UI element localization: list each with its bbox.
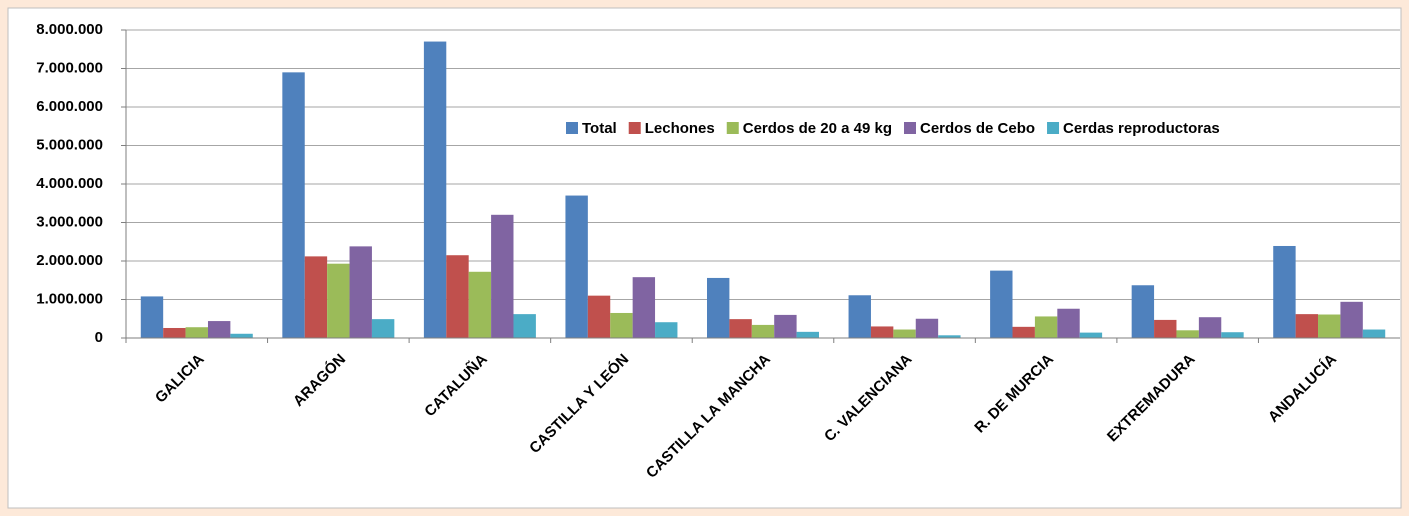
bar (848, 295, 871, 338)
bar (207, 321, 231, 338)
bar (304, 256, 328, 338)
legend-label: Total (582, 120, 617, 137)
bar (565, 195, 588, 338)
bar (491, 214, 514, 338)
bar (587, 295, 611, 338)
bar (1154, 319, 1177, 338)
legend-swatch (726, 122, 739, 134)
y-tick-label: 6.000.000 (36, 98, 103, 115)
bar (707, 277, 730, 338)
bar (1318, 314, 1341, 338)
bar (751, 324, 775, 338)
bar (1079, 332, 1103, 338)
bar (446, 255, 469, 338)
bar (423, 41, 447, 339)
bar (610, 312, 633, 338)
bar (1131, 285, 1155, 338)
bar (893, 329, 916, 338)
y-tick-label: 8.000.000 (36, 21, 103, 38)
bar (655, 322, 678, 338)
bar (774, 314, 797, 338)
bar (796, 331, 819, 338)
legend-label: Cerdos de Cebo (920, 120, 1035, 137)
bar (1340, 301, 1363, 338)
bar (938, 335, 961, 338)
bar (632, 277, 656, 338)
y-tick-label: 4.000.000 (36, 175, 103, 192)
chart-area (7, 7, 1402, 509)
y-tick-label: 3.000.000 (36, 213, 103, 230)
legend-label: Cerdos de 20 a 49 kg (743, 120, 892, 137)
bar (185, 327, 208, 338)
bar (371, 319, 395, 338)
bar (1362, 329, 1386, 338)
bar (282, 72, 305, 338)
bar (140, 296, 164, 338)
bar (1057, 308, 1080, 338)
y-tick-label: 2.000.000 (36, 252, 103, 269)
legend-swatch (1047, 122, 1060, 134)
bar (1198, 317, 1222, 338)
bar (513, 314, 536, 338)
bar (327, 263, 350, 338)
bar (1176, 330, 1199, 338)
bar (468, 271, 492, 338)
legend-swatch (628, 122, 641, 134)
y-tick-label: 7.000.000 (36, 59, 103, 76)
legend-swatch (566, 122, 578, 134)
y-tick-label: 5.000.000 (36, 136, 103, 153)
bar (1012, 326, 1035, 338)
legend-label: Cerdas reproductoras (1063, 120, 1220, 137)
bar (230, 333, 253, 338)
bar (915, 318, 939, 338)
y-tick-label: 1.000.000 (36, 290, 103, 307)
bar (990, 270, 1013, 338)
bar (349, 246, 372, 338)
bar (729, 319, 752, 338)
bar (1034, 316, 1058, 338)
legend-swatch (904, 122, 916, 134)
bar (163, 327, 186, 338)
bar (1295, 314, 1319, 338)
bar (870, 326, 894, 338)
bar (1221, 332, 1244, 338)
legend-label: Lechones (645, 120, 715, 137)
y-tick-label: 0 (95, 329, 103, 346)
bar (1273, 245, 1296, 338)
